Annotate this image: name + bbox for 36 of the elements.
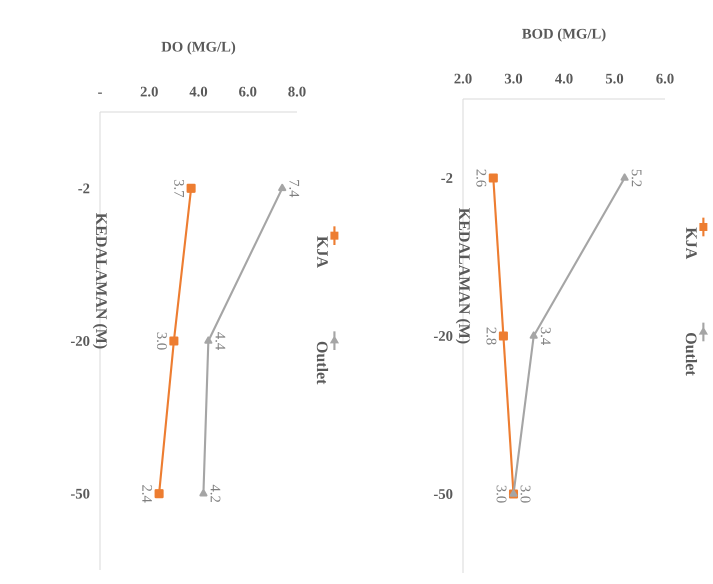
x-tick-label: 5.0 [606,74,624,84]
data-label: 4.4 [215,332,226,350]
x-tick-label: 4.0 [190,86,208,97]
y-axis-title: KEDALAMAN (M) [92,213,108,348]
x-tick-label: 8.0 [288,86,306,97]
x-tick-label: 3.0 [504,74,522,84]
x-axis-title: BOD (MG/L) [522,28,606,42]
data-label: 3.0 [496,486,506,503]
y-tick-label: -20 [70,336,90,346]
x-tick-label: 6.0 [239,86,256,97]
data-label: 3.0 [156,332,167,350]
data-label: 7.4 [289,180,300,198]
data-label: 3.0 [520,486,530,503]
legend-label: Outlet [686,333,698,376]
y-tick-label: -50 [434,489,452,499]
data-label: 4.2 [210,484,220,502]
y-tick-label: -2 [78,183,90,194]
y-tick-label: -20 [434,331,452,341]
data-label: 2.8 [486,327,496,345]
data-label: 2.4 [142,485,152,503]
x-tick-label: 4.0 [555,74,573,84]
data-label: 3.7 [174,180,184,198]
legend-label: KJA [686,228,697,260]
y-tick-label: -2 [441,173,452,183]
x-tick-label: - [98,92,102,94]
data-label: 5.2 [632,170,642,186]
y-axis-title: KEDALAMAN (M) [456,208,470,344]
x-tick-label: 2.0 [140,86,158,97]
data-label: 2.6 [476,169,486,187]
legend-label: Outlet [316,342,328,384]
x-tick-label: 2.0 [454,74,472,84]
x-axis-title: DO (MG/L) [161,41,236,55]
x-tick-label: 6.0 [656,74,674,84]
data-label: 3.4 [540,328,551,345]
y-tick-label: -50 [70,488,90,499]
legend-label: KJA [317,236,328,268]
